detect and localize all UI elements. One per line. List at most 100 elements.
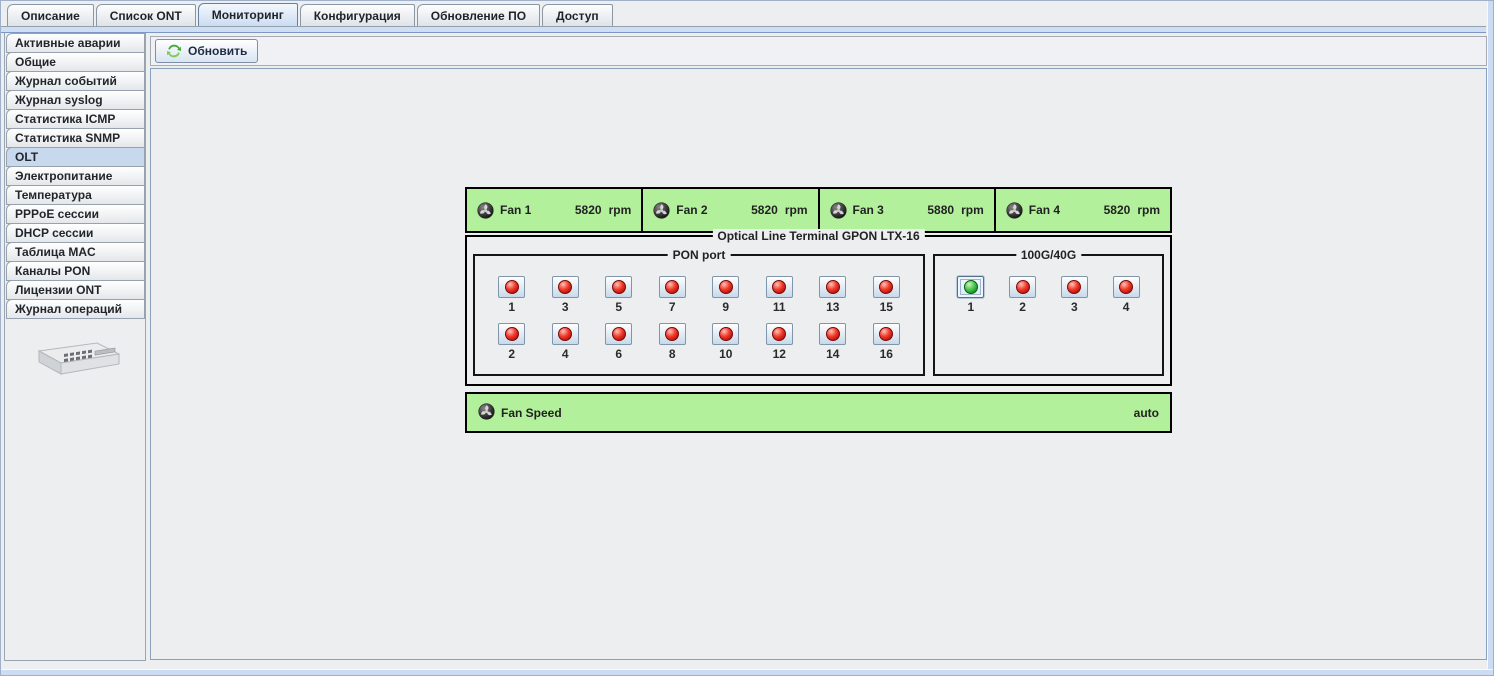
pon-port-led-7[interactable] xyxy=(658,276,686,298)
fan-speed-bar: Fan Speed auto xyxy=(465,392,1172,433)
tab-configuration[interactable]: Конфигурация xyxy=(299,4,415,26)
pon-port-number: 13 xyxy=(826,300,840,314)
pon-port-cell-13: 13 xyxy=(806,276,860,314)
pon-port-cell-6: 6 xyxy=(592,323,646,361)
pon-group-title: PON port xyxy=(667,248,731,262)
pon-port-number: 11 xyxy=(772,300,786,314)
sidebar-item-dhcp-sessions[interactable]: DHCP сессии xyxy=(6,223,145,243)
tab-description[interactable]: Описание xyxy=(7,4,94,26)
fan-icon xyxy=(653,201,670,219)
olt-panel-title: Optical Line Terminal GPON LTX-16 xyxy=(712,229,925,243)
sidebar-item-icmp-stats[interactable]: Статистика ICMP xyxy=(6,109,145,129)
pon-port-number: 1 xyxy=(508,300,516,314)
pon-port-led-9[interactable] xyxy=(712,276,740,298)
sidebar-item-pppoe-sessions[interactable]: PPPoE сессии xyxy=(6,204,145,224)
uplink-port-led-4[interactable] xyxy=(1112,276,1140,298)
sidebar-item-event-log[interactable]: Журнал событий xyxy=(6,71,145,91)
sidebar-item-general[interactable]: Общие xyxy=(6,52,145,72)
pon-port-number: 12 xyxy=(772,347,786,361)
sidebar-item-ont-licenses[interactable]: Лицензии ONT xyxy=(6,280,145,300)
fan-rpm-unit: rpm xyxy=(1137,203,1160,217)
pon-port-led-2[interactable] xyxy=(498,323,526,345)
pon-port-number: 15 xyxy=(879,300,893,314)
uplink-port-number: 2 xyxy=(1019,300,1026,314)
pon-port-led-6[interactable] xyxy=(605,323,633,345)
pon-port-led-15[interactable] xyxy=(872,276,900,298)
sidebar-item-mac-table[interactable]: Таблица MAC xyxy=(6,242,145,262)
device-image-wrap xyxy=(5,333,145,388)
sidebar-item-power[interactable]: Электропитание xyxy=(6,166,145,186)
uplink-port-led-3[interactable] xyxy=(1060,276,1088,298)
fan-rpm-unit: rpm xyxy=(608,203,632,217)
fan-icon xyxy=(478,402,495,420)
fan-label: Fan 4 xyxy=(1028,203,1061,217)
fan-status-cell-3: Fan 3 5880 rpm xyxy=(817,187,996,233)
uplink-led-grid: 1 2 3 4 xyxy=(945,276,1152,314)
sidebar-item-syslog-log[interactable]: Журнал syslog xyxy=(6,90,145,110)
sidebar-item-active-alarms[interactable]: Активные аварии xyxy=(6,33,145,53)
monitor-block: Fan 1 5820 rpm Fan 2 5820 rpm Fan 3 xyxy=(465,187,1172,433)
uplink-port-number: 1 xyxy=(967,300,975,314)
tab-firmware-update[interactable]: Обновление ПО xyxy=(416,4,541,26)
fan-label: Fan 2 xyxy=(676,203,708,217)
tab-access[interactable]: Доступ xyxy=(542,4,613,26)
pon-port-cell-1: 1 xyxy=(485,276,539,314)
fan-speed-value: auto xyxy=(1133,405,1159,420)
pon-port-number: 7 xyxy=(668,300,676,314)
uplink-port-cell-2: 2 xyxy=(997,276,1049,314)
uplink-port-led-2[interactable] xyxy=(1009,276,1037,298)
uplink-port-cell-4: 4 xyxy=(1100,276,1152,314)
led-red-orb xyxy=(825,327,840,341)
sidebar-items: Активные аварии Общие Журнал событий Журнал… xyxy=(5,33,145,319)
pon-port-led-10[interactable] xyxy=(712,323,740,345)
uplink-port-number: 4 xyxy=(1122,300,1130,314)
pon-port-led-1[interactable] xyxy=(498,276,526,298)
pon-port-led-5[interactable] xyxy=(605,276,633,298)
fan-rpm-unit: rpm xyxy=(784,203,808,217)
led-red-orb xyxy=(772,327,787,341)
pon-port-led-14[interactable] xyxy=(819,323,847,345)
tab-monitoring[interactable]: Мониторинг xyxy=(197,3,298,26)
pon-port-led-3[interactable] xyxy=(551,276,579,298)
pon-port-number: 10 xyxy=(719,347,733,361)
fan-status-cell-2: Fan 2 5820 rpm xyxy=(641,187,820,233)
sidebar-item-olt[interactable]: OLT xyxy=(6,147,145,167)
pon-port-led-4[interactable] xyxy=(551,323,579,345)
pon-port-led-11[interactable] xyxy=(765,276,793,298)
led-red-orb xyxy=(879,280,894,294)
fan-icon xyxy=(477,201,494,219)
pon-port-led-12[interactable] xyxy=(765,323,793,345)
sidebar-item-pon-channels[interactable]: Каналы PON xyxy=(6,261,145,281)
pon-port-number: 6 xyxy=(615,347,623,361)
sidebar-item-snmp-stats[interactable]: Статистика SNMP xyxy=(6,128,145,148)
led-green-orb xyxy=(963,280,978,294)
fan-label: Fan 1 xyxy=(500,203,532,217)
fan-status-bar: Fan 1 5820 rpm Fan 2 5820 rpm Fan 3 xyxy=(465,187,1172,233)
led-red-orb xyxy=(558,280,573,294)
uplink-port-number: 3 xyxy=(1071,300,1078,314)
pon-port-cell-4: 4 xyxy=(539,323,593,361)
uplink-port-led-1[interactable] xyxy=(957,276,985,298)
fan-rpm-unit: rpm xyxy=(961,203,984,217)
pon-port-led-16[interactable] xyxy=(872,323,900,345)
pon-port-number: 2 xyxy=(508,347,516,361)
tab-ont-list[interactable]: Список ONT xyxy=(95,4,196,26)
sidebar-item-operation-log[interactable]: Журнал операций xyxy=(6,299,145,319)
led-red-orb xyxy=(504,280,519,294)
sidebar: Активные аварии Общие Журнал событий Журнал… xyxy=(4,33,146,661)
refresh-button[interactable]: Обновить xyxy=(155,39,259,63)
led-red-orb xyxy=(504,327,519,341)
led-red-orb xyxy=(772,280,787,294)
pon-port-cell-12: 12 xyxy=(753,323,807,361)
olt-device-image xyxy=(37,342,121,375)
olt-monitor-panel: Fan 1 5820 rpm Fan 2 5820 rpm Fan 3 xyxy=(150,68,1487,660)
pon-port-cell-9: 9 xyxy=(699,276,753,314)
sidebar-item-temperature[interactable]: Температура xyxy=(6,185,145,205)
pon-port-led-13[interactable] xyxy=(819,276,847,298)
pon-port-number: 16 xyxy=(879,347,893,361)
fan-status-cell-4: Fan 4 5820 rpm xyxy=(993,187,1172,233)
pon-port-cell-15: 15 xyxy=(860,276,914,314)
pon-port-led-8[interactable] xyxy=(658,323,686,345)
window-frame-bottom xyxy=(1,669,1493,675)
